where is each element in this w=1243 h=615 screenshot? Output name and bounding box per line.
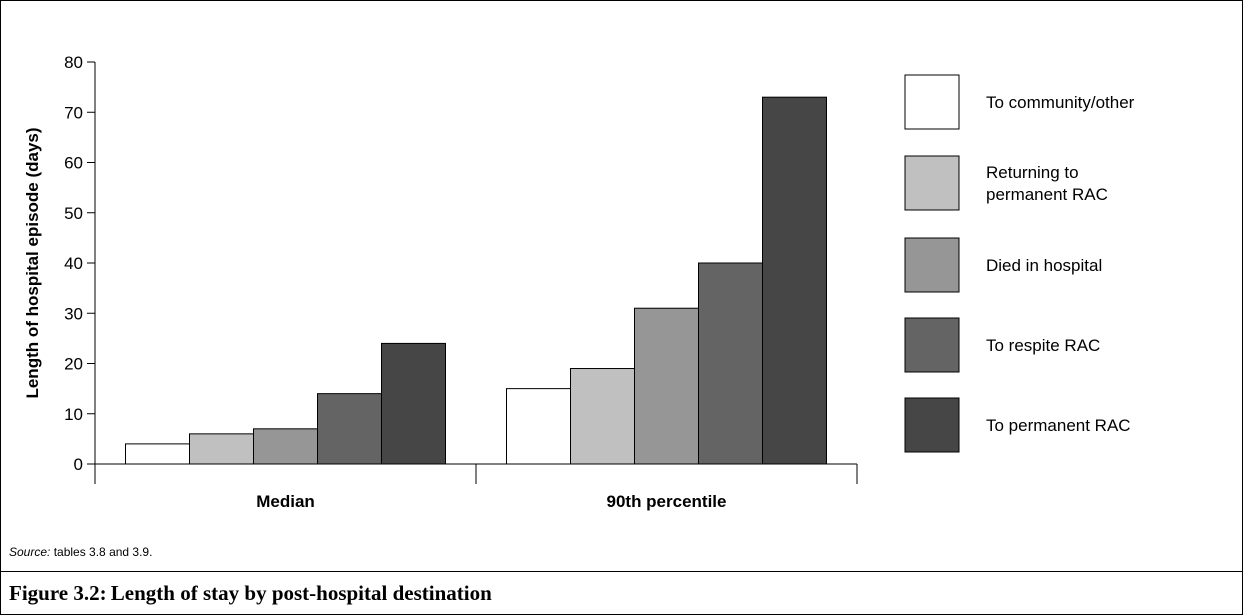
legend-swatch (904, 155, 960, 211)
y-tick-label: 20 (64, 355, 83, 374)
bar (253, 428, 318, 465)
y-tick-label: 60 (64, 154, 83, 173)
y-tick-label: 10 (64, 405, 83, 424)
bar (762, 96, 827, 465)
legend-swatch (904, 317, 960, 373)
x-category-label: 90th percentile (607, 492, 727, 511)
y-tick-label: 30 (64, 304, 83, 323)
bar (125, 443, 190, 465)
bar-chart: 0 10 20 30 40 50 60 70 80 Length of hospital epis… (23, 53, 1135, 511)
y-tick-label: 50 (64, 204, 83, 223)
x-category-label: Median (256, 492, 315, 511)
bar (189, 433, 254, 465)
legend-label: To permanent RAC (986, 416, 1131, 435)
source-text: tables 3.8 and 3.9. (50, 545, 153, 559)
legend-swatch (904, 397, 960, 453)
bar (381, 342, 446, 465)
title-divider (1, 571, 1242, 572)
legend-label: To community/other (986, 93, 1135, 112)
y-tick-label: 70 (64, 103, 83, 122)
y-tick-label: 80 (64, 53, 83, 72)
legend-swatch (904, 74, 960, 130)
legend-swatch (904, 237, 960, 293)
source-note: Source: tables 3.8 and 3.9. (9, 545, 152, 559)
y-axis-title: Length of hospital episode (days) (23, 127, 42, 398)
bar (698, 262, 763, 465)
legend-label: Died in hospital (986, 256, 1102, 275)
bar (634, 307, 699, 465)
legend-label: permanent RAC (986, 185, 1108, 204)
y-tick-label: 0 (74, 455, 83, 474)
chart: 0 10 20 30 40 50 60 70 80 Length of hospital epis… (2, 2, 1241, 572)
bar (317, 393, 382, 465)
source-label: Source: (9, 545, 51, 559)
legend-label: Returning to (986, 163, 1079, 182)
bar (506, 388, 571, 465)
legend-label: To respite RAC (986, 336, 1100, 355)
y-tick-label: 40 (64, 254, 83, 273)
bar (570, 368, 635, 465)
figure-title: Figure 3.2: Length of stay by post-hospi… (9, 581, 492, 605)
